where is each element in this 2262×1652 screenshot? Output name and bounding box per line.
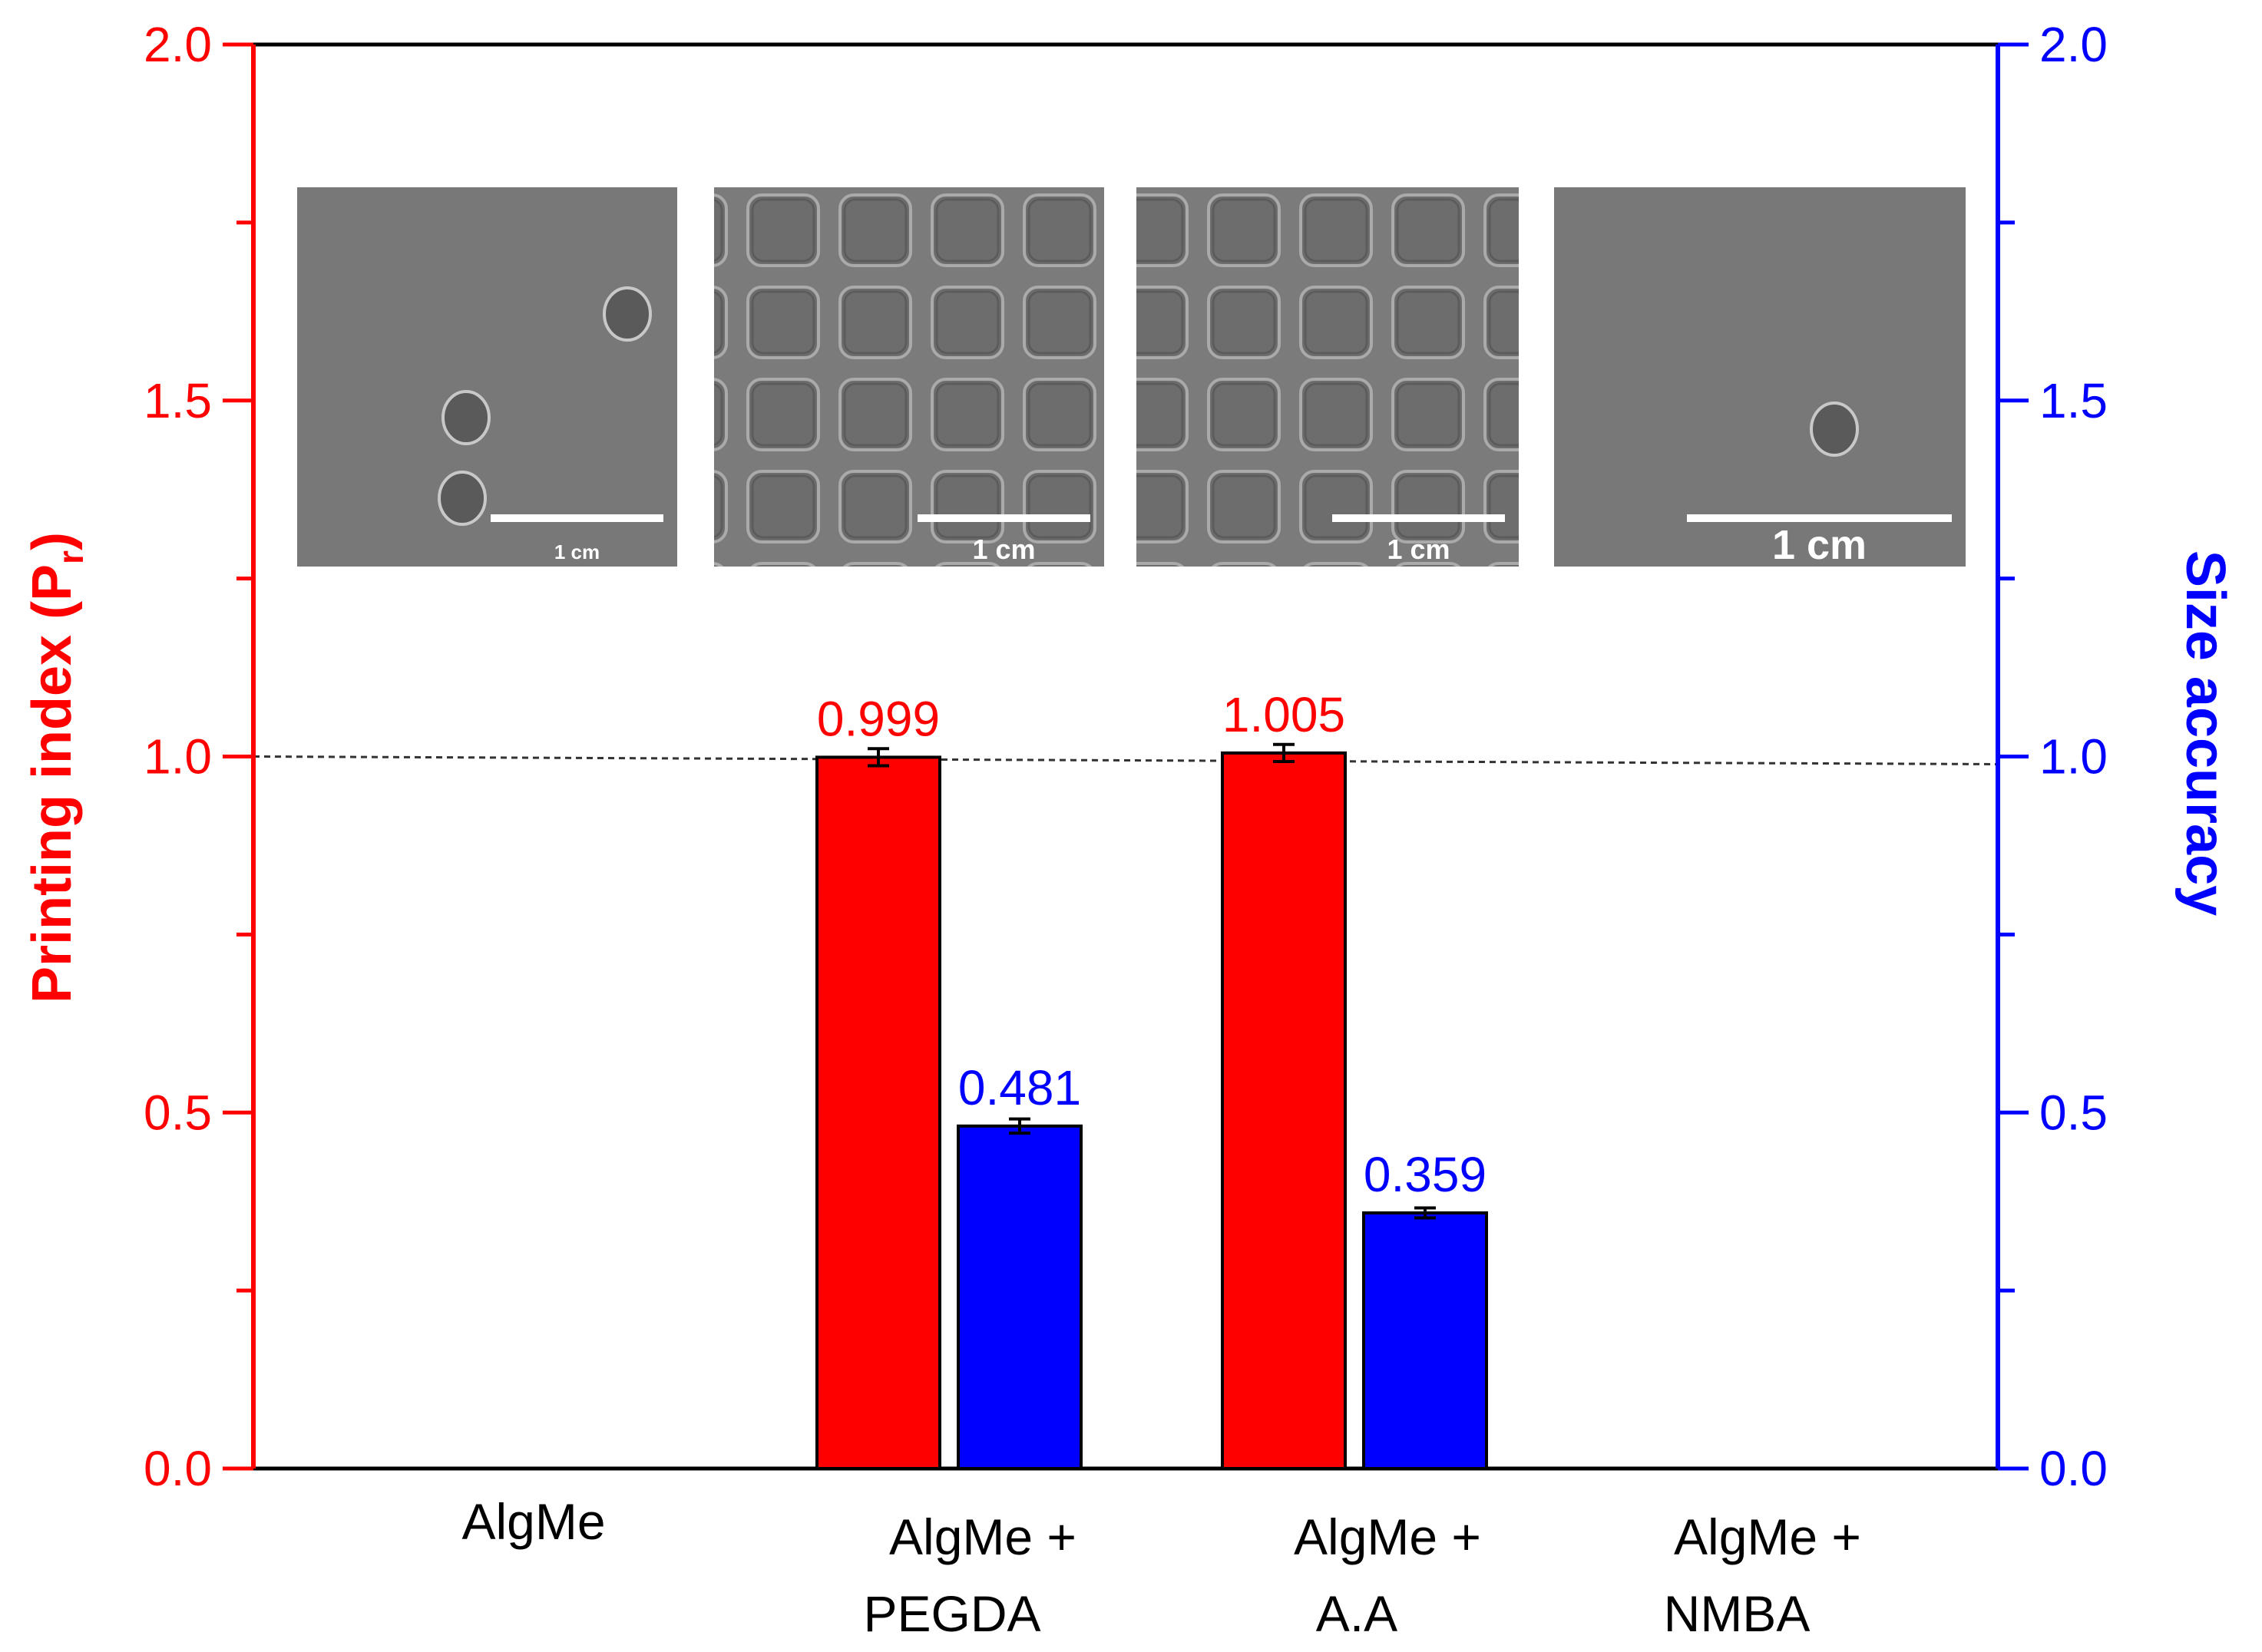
scale-bar-label: 1 cm <box>554 540 600 563</box>
right-tick-label: 0.5 <box>2039 1085 2108 1140</box>
inset-photos: 1 cm 1 cm 1 cm 1 cm <box>297 187 1966 568</box>
data-label: 0.359 <box>1364 1147 1487 1202</box>
left-tick-label: 0.0 <box>144 1441 212 1496</box>
labels-layer: 0.999 1.005 0.481 0.359 <box>817 687 1487 1202</box>
bar <box>1221 751 1347 1470</box>
scale-bar <box>1332 514 1505 522</box>
category-label: AlgMe + NMBA <box>1664 1508 1861 1642</box>
inset-background <box>297 187 677 567</box>
right-tick-label: 2.0 <box>2039 17 2108 72</box>
droplet-shape <box>1810 401 1859 457</box>
right-tick-label: 1.5 <box>2039 373 2108 428</box>
left-axis-title: Printing index (Pr) <box>21 532 91 1003</box>
left-tick-label: 1.0 <box>144 729 212 785</box>
right-axis-title: Size accuracy <box>2174 550 2236 916</box>
droplet-shape <box>441 390 491 445</box>
scale-bar-label: 1 cm <box>1772 522 1867 568</box>
left-tick-label: 1.5 <box>144 373 212 428</box>
bar <box>1362 1211 1488 1470</box>
axes-layer: 0.0 0.5 1.0 1.5 2.0 0.0 0.5 1.0 1.5 2.0 Printing i… <box>21 17 2236 1642</box>
plot-frame <box>253 42 1998 1471</box>
scale-bar <box>918 514 1090 522</box>
inset-background <box>714 187 1104 567</box>
left-tick-label: 0.5 <box>144 1085 212 1140</box>
inset-photo: 1 cm <box>1554 187 1966 568</box>
reference-line <box>253 755 1999 765</box>
data-label: 1.005 <box>1222 687 1345 742</box>
scale-bar <box>1687 514 1952 522</box>
right-tick-label: 1.0 <box>2039 729 2108 785</box>
scale-bar-label: 1 cm <box>1387 534 1450 565</box>
right-tick-label: 0.0 <box>2039 1441 2108 1496</box>
category-label: AlgMe + PEGDA <box>863 1508 1076 1642</box>
category-label: AlgMe + A.A <box>1294 1508 1481 1642</box>
droplet-shape <box>603 286 652 342</box>
inset-photo: 1 cm <box>714 187 1104 567</box>
reference-line-layer <box>253 755 1999 765</box>
inset-photo: 1 cm <box>1136 187 1519 567</box>
inset-background <box>1554 187 1966 567</box>
left-tick-label: 2.0 <box>144 17 212 72</box>
bars-layer <box>815 742 1488 1471</box>
bar <box>957 1124 1083 1471</box>
bar <box>815 755 941 1470</box>
category-label: AlgMe <box>461 1493 605 1550</box>
inset-background <box>1136 187 1519 567</box>
droplet-shape <box>438 471 487 526</box>
data-label: 0.481 <box>958 1060 1081 1115</box>
inset-photo: 1 cm <box>297 187 677 567</box>
scale-bar <box>491 514 663 522</box>
data-label: 0.999 <box>817 691 940 746</box>
scale-bar-label: 1 cm <box>972 534 1035 565</box>
